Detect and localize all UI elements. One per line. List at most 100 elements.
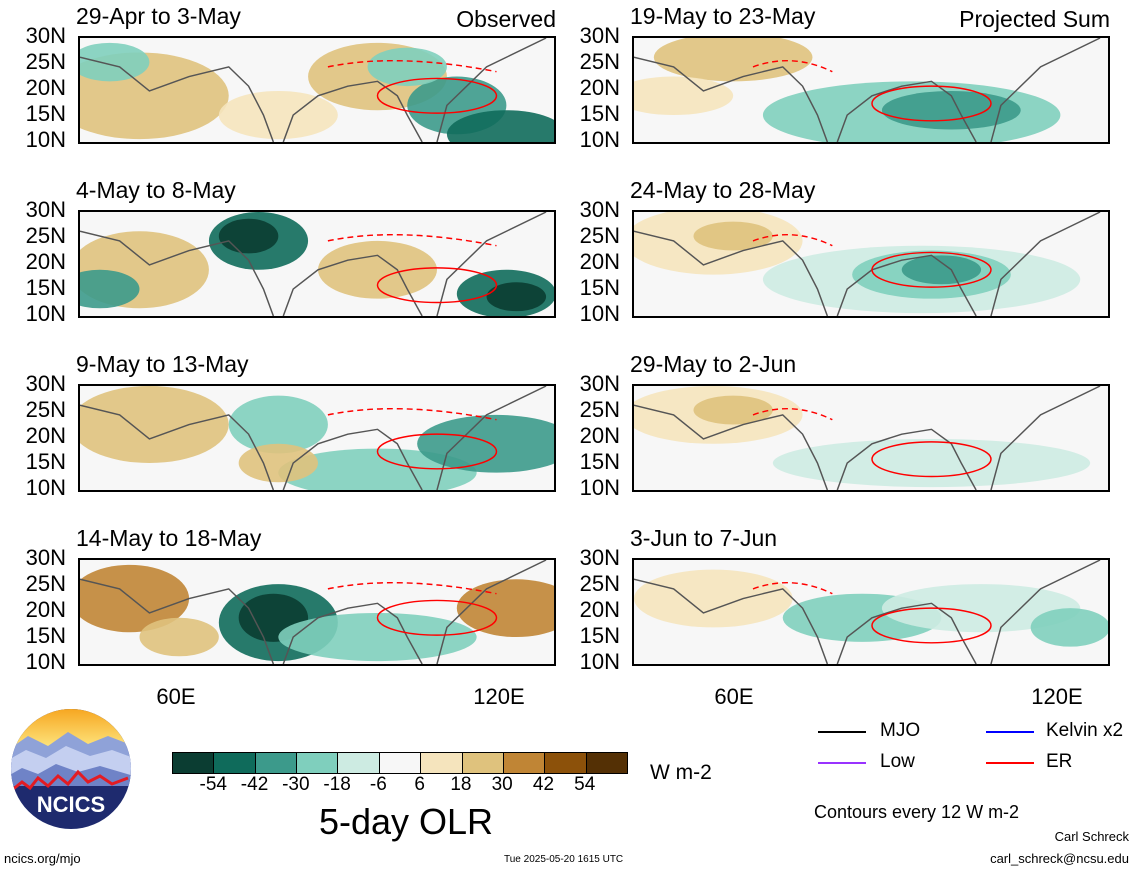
coastline	[634, 38, 1101, 142]
legend-label-mjo: MJO	[880, 720, 921, 741]
coastline	[634, 386, 1101, 490]
olr-anomaly	[218, 90, 338, 140]
coastline	[80, 212, 547, 316]
olr-anomaly	[417, 414, 554, 473]
lat-label: 25N	[579, 223, 620, 248]
olr-anomaly	[80, 386, 229, 464]
panel-tag: Projected Sum	[959, 6, 1110, 32]
olr-anomaly	[901, 255, 982, 285]
lat-label: 15N	[579, 623, 620, 648]
colorbar-tick-label: -42	[240, 774, 269, 795]
lat-label: 20N	[579, 423, 620, 448]
er-contour	[871, 607, 992, 644]
olr-anomaly	[446, 110, 554, 142]
legend-line-er	[986, 762, 1034, 764]
olr-anomaly	[772, 438, 1091, 488]
colorbar-swatch	[585, 753, 627, 773]
olr-anomaly	[881, 584, 1081, 633]
lat-label: 20N	[579, 597, 620, 622]
legend-line-kelvin	[986, 731, 1034, 733]
coastline	[80, 386, 547, 490]
footer-url: ncics.org/mjo	[4, 851, 81, 866]
olr-map	[78, 558, 556, 666]
panel-title: 4-May to 8-May	[76, 177, 236, 203]
lat-label: 25N	[25, 223, 66, 248]
olr-anomaly	[218, 218, 279, 254]
olr-anomaly	[693, 221, 773, 251]
panel-title: 9-May to 13-May	[76, 351, 249, 377]
coastline	[80, 560, 547, 664]
legend-label-low: Low	[880, 751, 915, 772]
er-contour-dashed	[752, 582, 833, 595]
footer-author: Carl Schreck	[1054, 829, 1129, 844]
colorbar-swatch	[296, 753, 338, 773]
olr-map	[632, 36, 1110, 144]
lat-label: 25N	[25, 571, 66, 596]
panel-tag: Observed	[456, 6, 556, 32]
lat-label: 30N	[579, 23, 620, 48]
colorbar-tick-label: 18	[450, 774, 472, 795]
lat-label: 15N	[579, 101, 620, 126]
er-contour	[871, 85, 992, 122]
lat-label: 10N	[579, 127, 620, 152]
ncics-logo: NCICS	[8, 706, 134, 832]
colorbar-swatch	[461, 753, 503, 773]
lat-label: 10N	[25, 475, 66, 500]
colorbar-tick-label: -30	[282, 774, 310, 795]
lat-label: 25N	[579, 571, 620, 596]
lat-label: 15N	[25, 101, 66, 126]
olr-anomaly	[486, 282, 547, 312]
coastline	[634, 560, 1101, 664]
colorbar-swatch	[337, 753, 379, 773]
lat-label: 25N	[25, 49, 66, 74]
legend-label-er: ER	[1046, 751, 1073, 772]
er-contour	[871, 251, 992, 288]
olr-anomaly	[1030, 608, 1108, 647]
lat-label: 10N	[25, 127, 66, 152]
colorbar-swatch	[544, 753, 586, 773]
colorbar-units: W m-2	[650, 761, 712, 784]
lat-label: 10N	[25, 301, 66, 326]
lat-label: 10N	[579, 649, 620, 674]
olr-anomaly	[634, 76, 734, 116]
lat-label: 30N	[25, 545, 66, 570]
olr-anomaly	[80, 42, 150, 82]
olr-map	[78, 384, 556, 492]
olr-anomaly	[367, 47, 447, 87]
olr-anomaly	[278, 448, 477, 490]
lat-label: 10N	[579, 475, 620, 500]
colorbar-tick-label: -54	[199, 774, 227, 795]
footer-email: carl_schreck@ncsu.edu	[990, 851, 1129, 866]
olr-map	[632, 558, 1110, 666]
coastline	[80, 38, 547, 142]
olr-anomaly	[278, 612, 477, 662]
er-contour	[871, 441, 992, 478]
lat-label: 20N	[25, 75, 66, 100]
lat-label: 30N	[579, 371, 620, 396]
lat-label: 15N	[25, 623, 66, 648]
lat-label: 30N	[25, 23, 66, 48]
olr-anomaly	[80, 269, 140, 309]
lat-label: 20N	[579, 75, 620, 100]
panel-title: 19-May to 23-May	[630, 3, 816, 29]
panel-title: 24-May to 28-May	[630, 177, 816, 203]
er-contour-dashed	[752, 60, 833, 73]
lat-label: 20N	[579, 249, 620, 274]
lat-label: 15N	[25, 449, 66, 474]
olr-map	[78, 36, 556, 144]
lon-label-60e-right: 60E	[714, 684, 754, 709]
lon-label-120e-left: 120E	[473, 684, 525, 709]
colorbar-title: 5-day OLR	[318, 801, 494, 842]
lat-label: 25N	[25, 397, 66, 422]
panel-title: 29-Apr to 3-May	[76, 3, 241, 29]
panel-title: 29-May to 2-Jun	[630, 351, 797, 377]
lat-label: 20N	[25, 423, 66, 448]
er-contour	[376, 599, 498, 636]
er-contour	[376, 267, 498, 304]
panel-title: 14-May to 18-May	[76, 525, 262, 551]
colorbar-tick-label: -18	[323, 774, 351, 795]
contour-note: Contours every 12 W m-2	[814, 802, 1020, 822]
olr-anomaly	[139, 617, 219, 657]
olr-map	[632, 210, 1110, 318]
er-contour	[376, 433, 498, 470]
